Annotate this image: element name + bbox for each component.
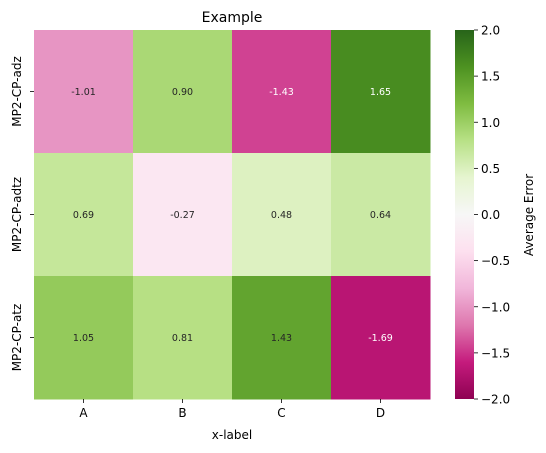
x-axis-label: x-label [212,428,252,442]
colorbar-tick-label: 2.0 [481,24,500,38]
cell-value-label: 1.65 [370,87,391,98]
cell-value-label: 0.90 [172,87,193,98]
cell-value-label: -1.01 [71,87,96,98]
colorbar-gradient [455,30,474,399]
x-axis: A B C D [79,399,385,420]
y-tick-label: MP2-CP-atz [10,304,24,372]
heatmap-cell [232,153,332,277]
colorbar-tick-label: −1.0 [481,300,510,314]
chart-title: Example [202,10,263,26]
heatmap-cell [232,30,332,154]
x-tick-label: A [79,406,88,420]
colorbar: 2.0 1.5 1.0 0.5 0.0 −0.5 −1.0 −1.5 −2.0 [455,24,510,407]
colorbar-tick-label: 0.5 [481,162,500,176]
heatmap-cell [34,153,134,277]
cell-value-label: 0.48 [271,210,292,221]
y-tick-label: MP2-CP-adz [10,56,24,127]
cell-value-label: -1.69 [368,333,393,344]
x-tick-label: B [178,406,186,420]
heatmap-cell [34,30,134,154]
colorbar-tick-label: −2.0 [481,393,510,407]
y-tick-label: MP2-CP-adtz [10,177,24,252]
heatmap-cell [331,276,431,400]
heatmap-cell [133,30,233,154]
heatmap-cell [232,276,332,400]
heatmap-cells: -1.01 0.90 -1.43 1.65 0.69 -0.27 0.48 0.64 1.05 0… [34,30,431,400]
heatmap-cell [133,153,233,277]
colorbar-tick-label: −0.5 [481,254,510,268]
x-tick-label: D [376,406,385,420]
cell-value-label: 0.81 [172,333,193,344]
heatmap-cell [331,30,431,154]
colorbar-tick-label: 1.5 [481,70,500,84]
x-tick-label: C [277,406,285,420]
colorbar-tick-label: 1.0 [481,116,500,130]
cell-value-label: 0.64 [370,210,391,221]
cell-value-label: 1.43 [271,333,292,344]
heatmap-cell [331,153,431,277]
colorbar-tick-label: 0.0 [481,208,500,222]
heatmap-cell [133,276,233,400]
colorbar-label: Average Error [522,174,536,256]
cell-value-label: -0.27 [170,210,195,221]
y-axis: MP2-CP-adz MP2-CP-adtz MP2-CP-atz [10,56,34,371]
cell-value-label: -1.43 [269,87,294,98]
cell-value-label: 0.69 [73,210,94,221]
cell-value-label: 1.05 [73,333,94,344]
colorbar-tick-label: −1.5 [481,346,510,360]
heatmap-cell [34,276,134,400]
